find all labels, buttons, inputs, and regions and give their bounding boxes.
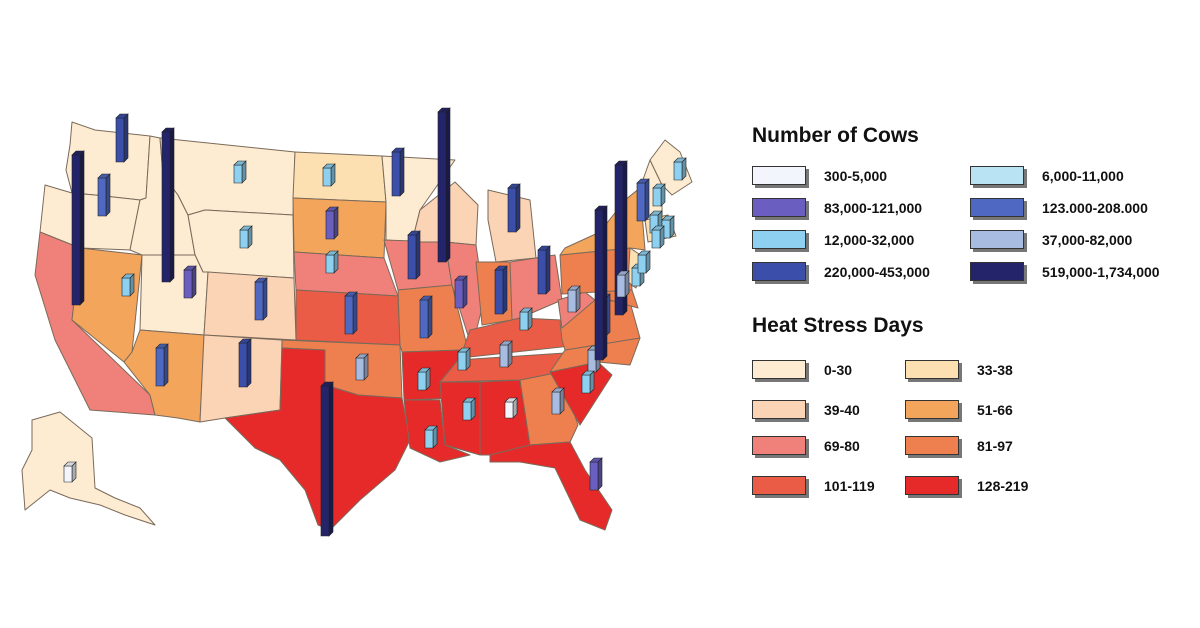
state-nebraska: [293, 251, 399, 297]
cow-count-bars: [63, 107, 687, 537]
cows-legend-item: 83,000-121,000: [752, 198, 922, 217]
state-south-dakota: [292, 197, 387, 259]
cow-bar: [424, 425, 438, 449]
heat-legend-title: Heat Stress Days: [752, 314, 924, 337]
cow-bar: [320, 381, 334, 537]
heat-legend-item: 39-40: [752, 400, 860, 419]
cows-legend-item: 220,000-453,000: [752, 262, 930, 281]
cow-bar: [457, 347, 471, 371]
cow-bar: [462, 397, 476, 421]
cow-bar: [419, 295, 433, 339]
legend-swatch: [752, 198, 806, 217]
cow-bar: [494, 265, 508, 315]
state-colorado: [203, 271, 297, 341]
cow-bar: [325, 206, 339, 240]
cow-bar: [589, 457, 603, 491]
cow-bar: [325, 250, 339, 274]
legend-swatch: [905, 400, 959, 419]
cows-legend-item: 519,000-1,734,000: [970, 262, 1160, 281]
cow-bar: [344, 291, 358, 335]
heat-legend-item: 33-38: [905, 360, 1013, 379]
heat-legend-item: 81-97: [905, 436, 1013, 455]
cow-bar: [551, 387, 565, 415]
cows-legend-item: 123.000-208.000: [970, 198, 1148, 217]
cow-bar: [537, 245, 551, 295]
cows-legend-item: 37,000-82,000: [970, 230, 1132, 249]
cow-bar: [437, 107, 451, 263]
cow-bar: [636, 178, 650, 222]
cow-bar: [616, 270, 630, 298]
cow-bar: [233, 160, 247, 184]
cow-bar: [239, 225, 253, 249]
legend-swatch: [905, 360, 959, 379]
cow-bar: [581, 370, 595, 394]
cow-bar: [519, 307, 533, 331]
state-florida: [489, 441, 613, 531]
cow-bar: [355, 353, 369, 381]
cow-bar: [121, 273, 135, 297]
cow-bar: [407, 230, 421, 280]
legend-swatch: [752, 476, 806, 495]
legend-swatch: [752, 436, 806, 455]
legend-swatch: [970, 262, 1024, 281]
state-alaska: [21, 411, 156, 526]
cows-legend-item: 12,000-32,000: [752, 230, 914, 249]
heat-legend-item: 51-66: [905, 400, 1013, 419]
cow-bar: [651, 225, 665, 249]
legend-swatch: [752, 360, 806, 379]
cows-legend-item: 300-5,000: [752, 166, 887, 185]
legend-swatch: [905, 436, 959, 455]
cow-bar: [161, 127, 175, 283]
cow-bar: [499, 340, 513, 368]
legend-swatch: [970, 198, 1024, 217]
legend-swatch: [752, 166, 806, 185]
state-north-dakota: [292, 151, 387, 203]
heat-legend-item: 128-219: [905, 476, 1028, 495]
cow-bar: [391, 147, 405, 197]
state-ohio: [509, 254, 563, 321]
cow-bar: [97, 173, 111, 217]
cow-bar: [115, 113, 129, 163]
state-mississippi: [439, 381, 481, 456]
state-texas: [224, 347, 411, 531]
cow-bar: [507, 183, 521, 233]
cow-bar: [71, 150, 85, 306]
cow-bar: [594, 205, 608, 361]
legend-swatch: [752, 400, 806, 419]
cows-legend-item: 6,000-11,000: [970, 166, 1124, 185]
cow-bar: [155, 343, 169, 387]
cow-bar: [652, 183, 666, 207]
cow-bar: [322, 163, 336, 187]
heat-legend-item: 101-119: [752, 476, 875, 495]
heat-legend-item: 0-30: [752, 360, 852, 379]
cow-bar: [673, 157, 687, 181]
legend-swatch: [970, 230, 1024, 249]
legend-swatch: [970, 166, 1024, 185]
cow-bar: [454, 275, 468, 309]
legend-swatch: [752, 262, 806, 281]
cow-bar: [567, 285, 581, 313]
cow-bar: [504, 397, 518, 419]
heat-legend-item: 69-80: [752, 436, 860, 455]
cows-legend-title: Number of Cows: [752, 124, 919, 147]
cow-bar: [183, 265, 197, 299]
legend-swatch: [905, 476, 959, 495]
cow-bar: [238, 338, 252, 388]
legend-swatch: [752, 230, 806, 249]
cow-bar: [637, 250, 651, 274]
cow-bar: [254, 277, 268, 321]
us-map: [21, 107, 693, 537]
cow-bar: [417, 367, 431, 391]
cow-bar: [63, 461, 77, 483]
